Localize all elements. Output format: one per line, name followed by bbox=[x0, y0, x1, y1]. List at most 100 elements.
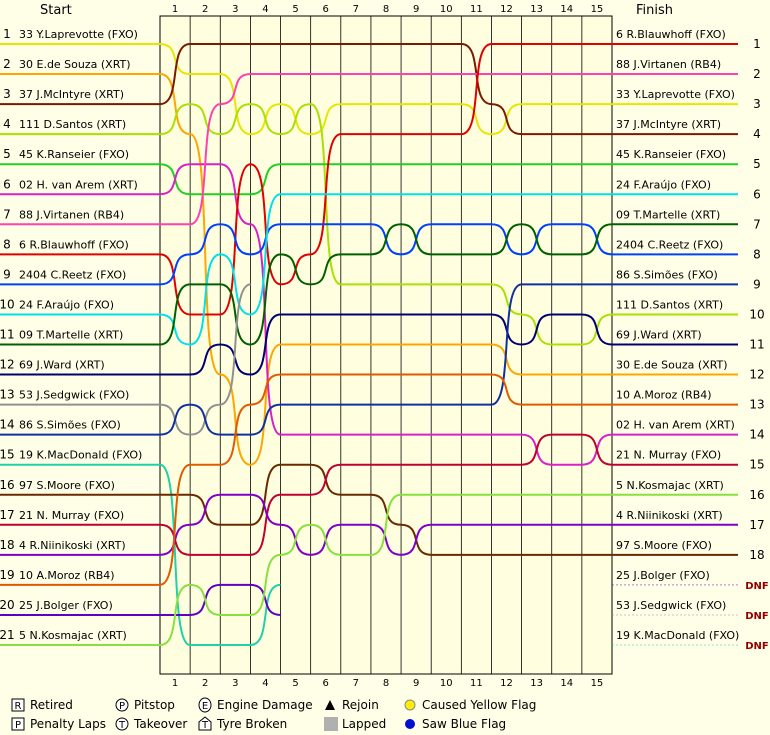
driver-line bbox=[159, 163, 612, 196]
driver-line bbox=[159, 373, 612, 586]
start-driver: 111 D.Santos (XRT) bbox=[19, 118, 126, 131]
start-position: 15 bbox=[0, 448, 15, 462]
start-position: 7 bbox=[3, 207, 11, 221]
lap-label-top: 13 bbox=[530, 4, 543, 15]
driver-line bbox=[159, 463, 281, 646]
start-position: 9 bbox=[3, 267, 11, 281]
finish-driver: 2404 C.Reetz (FXO) bbox=[616, 238, 723, 251]
finish-position: DNF bbox=[745, 611, 769, 622]
finish-driver: 4 R.Niinikoski (XRT) bbox=[616, 509, 723, 522]
start-driver: 21 N. Murray (FXO) bbox=[19, 509, 124, 522]
finish-position: 6 bbox=[753, 187, 761, 201]
legend-label: Engine Damage bbox=[217, 698, 313, 712]
lap-label-bottom: 15 bbox=[591, 678, 604, 689]
driver-line bbox=[159, 283, 612, 436]
driver-line bbox=[159, 73, 612, 466]
finish-driver: 19 K.MacDonald (FXO) bbox=[616, 629, 739, 642]
finish-driver: 97 S.Moore (FXO) bbox=[616, 539, 712, 552]
lap-label-top: 4 bbox=[262, 4, 268, 15]
finish-position: 10 bbox=[749, 307, 764, 321]
driver-line bbox=[159, 283, 251, 436]
legend-symbol: P bbox=[15, 720, 21, 731]
lap-label-bottom: 6 bbox=[323, 678, 329, 689]
legend-icon bbox=[11, 717, 25, 731]
start-driver: 02 H. van Arem (XRT) bbox=[19, 178, 138, 191]
driver-line bbox=[159, 493, 612, 646]
finish-driver: 86 S.Simões (FXO) bbox=[616, 268, 718, 281]
finish-driver: 45 K.Ranseier (FXO) bbox=[616, 148, 726, 161]
legend-icon bbox=[325, 700, 335, 710]
legend-label: Lapped bbox=[342, 717, 386, 731]
legend-label: Tyre Broken bbox=[216, 717, 287, 731]
finish-position: 11 bbox=[749, 338, 764, 352]
finish-position: 1 bbox=[753, 37, 761, 51]
finish-driver: 111 D.Santos (XRT) bbox=[616, 298, 723, 311]
legend-icon bbox=[324, 717, 338, 731]
legend-label: Rejoin bbox=[342, 698, 379, 712]
lap-label-top: 3 bbox=[232, 4, 238, 15]
finish-driver: 53 J.Sedgwick (FXO) bbox=[616, 599, 726, 612]
start-driver: 4 R.Niinikoski (XRT) bbox=[19, 539, 126, 552]
lap-label-top: 1 bbox=[172, 4, 178, 15]
lap-label-bottom: 12 bbox=[500, 678, 513, 689]
start-driver: 69 J.Ward (XRT) bbox=[19, 359, 105, 372]
lap-label-bottom: 1 bbox=[172, 678, 178, 689]
start-position: 13 bbox=[0, 388, 15, 402]
start-driver: 37 J.McIntyre (XRT) bbox=[19, 88, 124, 101]
driver-line bbox=[159, 193, 612, 346]
lap-label-top: 9 bbox=[413, 4, 419, 15]
legend-symbol: T bbox=[201, 720, 209, 731]
finish-position: 13 bbox=[749, 398, 764, 412]
lap-label-top: 14 bbox=[560, 4, 573, 15]
finish-position: 15 bbox=[749, 458, 764, 472]
driver-line bbox=[159, 223, 613, 346]
driver-line bbox=[159, 73, 613, 226]
start-position: 6 bbox=[3, 177, 11, 191]
start-position: 10 bbox=[0, 297, 15, 311]
start-driver: 45 K.Ranseier (FXO) bbox=[19, 148, 129, 161]
driver-line bbox=[159, 433, 613, 556]
legend-label: Pitstop bbox=[134, 698, 175, 712]
start-position: 12 bbox=[0, 358, 15, 372]
legend-label: Saw Blue Flag bbox=[422, 717, 506, 731]
start-position: 1 bbox=[3, 27, 11, 41]
start-position: 19 bbox=[0, 568, 15, 582]
lap-label-bottom: 13 bbox=[530, 678, 543, 689]
start-position: 2 bbox=[3, 57, 11, 71]
start-position: 5 bbox=[3, 147, 11, 161]
finish-position: 3 bbox=[753, 97, 761, 111]
finish-driver: 21 N. Murray (FXO) bbox=[616, 449, 721, 462]
lap-label-top: 12 bbox=[500, 4, 513, 15]
legend-icon bbox=[198, 697, 212, 713]
legend-symbol: T bbox=[118, 720, 126, 731]
start-driver: 10 A.Moroz (RB4) bbox=[19, 569, 115, 582]
finish-driver: 88 J.Virtanen (RB4) bbox=[616, 58, 721, 71]
legend-icon bbox=[115, 698, 129, 712]
start-position: 20 bbox=[0, 598, 15, 612]
start-driver: 86 S.Simões (FXO) bbox=[19, 419, 121, 432]
lap-label-bottom: 14 bbox=[560, 678, 573, 689]
start-driver: 33 Y.Laprevotte (FXO) bbox=[19, 28, 138, 41]
start-driver: 30 E.de Souza (XRT) bbox=[19, 58, 131, 71]
lap-label-bottom: 8 bbox=[383, 678, 389, 689]
finish-driver: 37 J.McIntyre (XRT) bbox=[616, 118, 721, 131]
start-driver: 24 F.Araújo (FXO) bbox=[19, 298, 114, 311]
finish-driver: 09 T.Martelle (XRT) bbox=[616, 208, 720, 221]
finish-driver: 69 J.Ward (XRT) bbox=[616, 329, 702, 342]
start-position: 8 bbox=[3, 237, 11, 251]
driver-line bbox=[159, 103, 613, 346]
lap-label-bottom: 9 bbox=[413, 678, 419, 689]
start-driver: 97 S.Moore (FXO) bbox=[19, 479, 115, 492]
finish-position: 16 bbox=[749, 488, 764, 502]
finish-position: 14 bbox=[749, 428, 764, 442]
lap-label-top: 6 bbox=[323, 4, 329, 15]
start-position: 17 bbox=[0, 508, 15, 522]
finish-position: 9 bbox=[753, 277, 761, 291]
lap-label-top: 7 bbox=[353, 4, 359, 15]
lap-label-top: 2 bbox=[202, 4, 208, 15]
start-driver: 25 J.Bolger (FXO) bbox=[19, 599, 113, 612]
legend-icon bbox=[198, 716, 212, 731]
lap-label-bottom: 4 bbox=[262, 678, 268, 689]
start-position: 14 bbox=[0, 418, 15, 432]
